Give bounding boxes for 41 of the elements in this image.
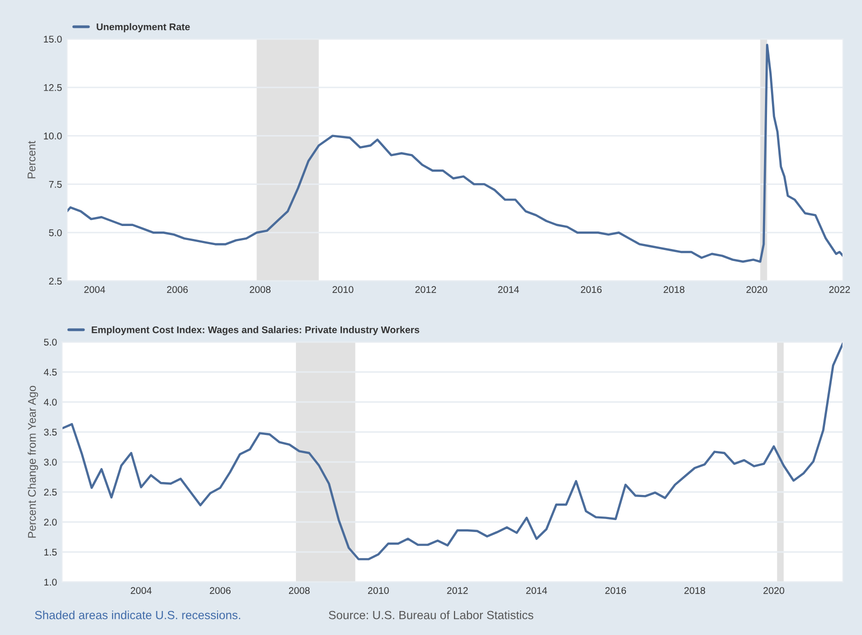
x-tick-label: 2020 — [746, 286, 768, 293]
y-tick-label: 1.5 — [44, 548, 57, 556]
x-tick-label: 2016 — [605, 587, 626, 594]
x-tick-label: 2010 — [368, 587, 389, 594]
x-tick-label: 2012 — [415, 286, 436, 293]
y-tick-label: 3.5 — [44, 428, 57, 436]
y-tick-label: 2.5 — [44, 488, 57, 496]
y-tick-label: 4.5 — [44, 368, 57, 376]
y-tick-label: 2.0 — [44, 518, 57, 526]
y-tick-label: 2.5 — [49, 278, 62, 285]
x-tick-label: 2018 — [684, 587, 706, 594]
y-tick-label: 4.0 — [44, 398, 57, 406]
x-tick-label: 2020 — [763, 587, 784, 594]
y-tick-label: 7.5 — [49, 181, 62, 188]
x-tick-label: 2022 — [829, 286, 850, 293]
text: Shaded areas indicate U.S. recessions. — [35, 610, 240, 620]
x-tick-label: 2008 — [288, 587, 310, 594]
x-tick-label: 2018 — [664, 286, 684, 293]
y-tick-label: 5.0 — [49, 229, 62, 236]
x-tick-label: 2014 — [526, 587, 548, 594]
x-tick-label: 2010 — [332, 286, 354, 293]
x-tick-label: 2014 — [498, 286, 519, 293]
y-tick-label: 5.0 — [44, 338, 57, 346]
line-series — [67, 44, 843, 263]
source-note: Source: U.S. Bureau of Labor Statistics — [328, 610, 534, 620]
x-tick-label: 2016 — [580, 286, 602, 293]
y-tick-label: 12.5 — [44, 84, 62, 92]
y-axis-title: Percent — [28, 140, 36, 178]
x-tick-label: 2004 — [130, 587, 152, 594]
legend-label: Unemployment Rate — [96, 23, 190, 32]
y-axis-title: Percent Change from Year Ago — [28, 386, 38, 538]
legend-label: Employment Cost Index: Wages and Salaries: Private Industry Workers — [92, 326, 420, 336]
y-tick-label: 15.0 — [44, 36, 62, 43]
x-tick-label: 2008 — [250, 286, 271, 293]
y-tick-label: 10.0 — [44, 132, 62, 140]
x-tick-label: 2006 — [167, 286, 188, 293]
y-tick-label: 3.0 — [44, 458, 57, 466]
y-tick-label: 1.0 — [44, 578, 57, 586]
x-tick-label: 2004 — [84, 286, 106, 293]
x-tick-label: 2006 — [210, 587, 231, 594]
x-tick-label: 2012 — [447, 587, 468, 594]
